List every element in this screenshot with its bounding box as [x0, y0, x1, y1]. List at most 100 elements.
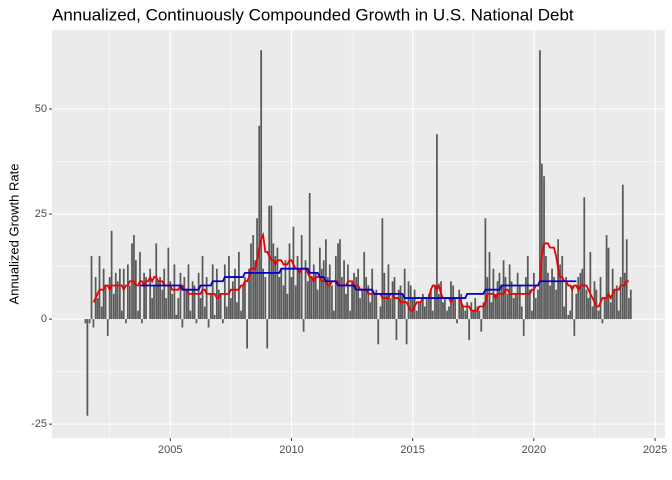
- bar: [355, 277, 358, 320]
- bar: [607, 247, 610, 320]
- bar: [452, 285, 455, 320]
- bar: [621, 184, 624, 320]
- bar: [165, 298, 168, 320]
- bar: [405, 319, 408, 345]
- bar: [106, 319, 109, 336]
- bar: [209, 293, 212, 320]
- bar: [464, 310, 467, 320]
- bar: [353, 272, 355, 320]
- x-tick-label: 2015: [400, 444, 424, 456]
- bar: [436, 134, 438, 320]
- bar: [304, 260, 307, 320]
- bar: [306, 281, 309, 320]
- bar: [126, 264, 129, 320]
- bar: [193, 285, 196, 320]
- bar: [431, 310, 434, 320]
- bar: [183, 277, 186, 320]
- bar: [320, 268, 323, 320]
- bar: [482, 302, 485, 320]
- bar: [506, 293, 509, 320]
- bar: [118, 268, 121, 320]
- bar: [274, 256, 277, 320]
- bar: [603, 298, 606, 320]
- bar: [141, 319, 143, 324]
- bar: [510, 281, 513, 320]
- bar: [540, 163, 543, 320]
- bar: [615, 285, 618, 320]
- bar: [110, 230, 113, 320]
- bar: [328, 264, 331, 320]
- bar: [484, 218, 487, 320]
- bar: [276, 247, 279, 320]
- bar: [102, 268, 105, 320]
- bar: [520, 306, 523, 320]
- bar: [242, 285, 244, 320]
- bar: [292, 226, 295, 320]
- bar: [357, 268, 360, 320]
- bar: [286, 293, 289, 320]
- bar: [531, 310, 533, 320]
- bar: [343, 260, 345, 320]
- bar: [537, 289, 539, 320]
- bar: [381, 218, 384, 320]
- bar: [468, 319, 471, 341]
- bar: [246, 319, 248, 349]
- bar: [528, 289, 531, 320]
- bar: [341, 277, 343, 320]
- bar: [349, 310, 352, 320]
- bar: [389, 298, 392, 320]
- bar: [391, 281, 394, 320]
- bar: [629, 289, 632, 320]
- bar: [573, 319, 576, 336]
- bar: [462, 306, 464, 320]
- bar: [288, 243, 291, 320]
- bar: [456, 319, 458, 324]
- bar: [553, 277, 555, 320]
- bar: [516, 272, 519, 320]
- bar: [314, 272, 317, 320]
- bar: [561, 256, 564, 320]
- bar: [191, 281, 194, 320]
- bar: [605, 235, 608, 320]
- bar: [623, 272, 626, 320]
- bar: [157, 281, 160, 320]
- bar: [134, 260, 137, 320]
- bar: [575, 293, 578, 320]
- bar: [625, 239, 628, 320]
- bar: [423, 306, 426, 320]
- bar: [300, 235, 303, 320]
- bar: [442, 302, 444, 320]
- bar: [613, 289, 616, 320]
- bar: [159, 277, 161, 320]
- bar: [294, 285, 297, 320]
- bar: [549, 285, 551, 320]
- bar: [223, 264, 226, 320]
- bar: [351, 281, 353, 320]
- bar: [171, 293, 174, 320]
- bar: [248, 268, 250, 320]
- bar: [409, 285, 412, 320]
- bar: [609, 302, 612, 320]
- bar: [585, 289, 588, 320]
- bar: [403, 268, 406, 320]
- bar: [266, 319, 269, 349]
- x-tick-label: 2025: [643, 444, 667, 456]
- bar: [419, 302, 422, 320]
- bar: [571, 285, 574, 320]
- bar: [504, 277, 507, 320]
- bar: [213, 314, 216, 320]
- bar: [262, 268, 264, 320]
- bar: [104, 285, 107, 320]
- bar: [163, 268, 166, 320]
- bar: [551, 268, 553, 320]
- bar: [331, 285, 333, 320]
- bar: [238, 251, 240, 320]
- bar: [177, 298, 180, 320]
- bar: [472, 310, 475, 320]
- bar: [444, 298, 446, 320]
- bar: [458, 289, 461, 320]
- bar: [322, 260, 325, 320]
- bar: [597, 310, 600, 320]
- bar: [316, 289, 319, 320]
- bar: [231, 281, 234, 320]
